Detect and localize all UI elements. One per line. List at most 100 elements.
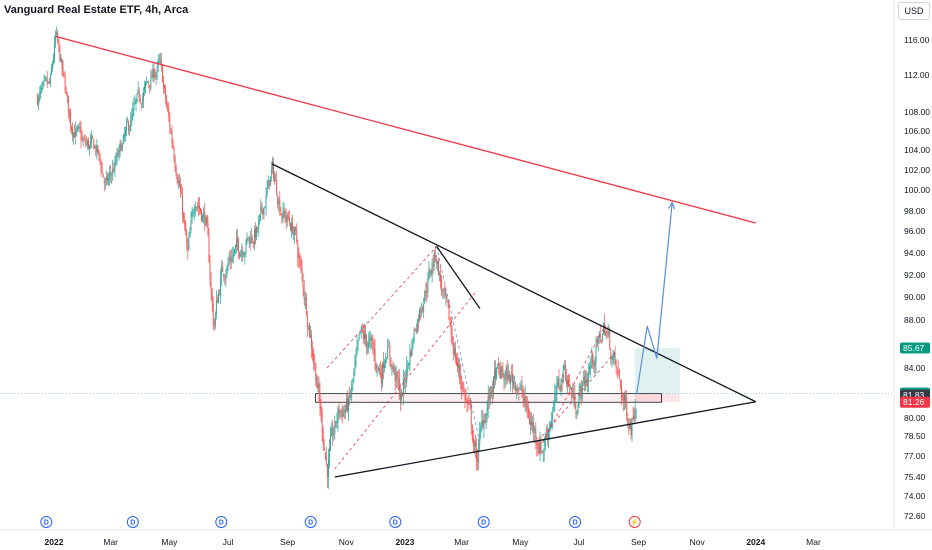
candle-body xyxy=(438,260,439,276)
candle-body xyxy=(205,216,207,227)
event-marker xyxy=(304,516,317,528)
candle-body xyxy=(462,388,464,389)
candle-body xyxy=(94,146,96,148)
channel-line xyxy=(542,325,606,443)
candle-body xyxy=(615,359,617,368)
channel-lines-group xyxy=(326,246,618,470)
candle-body xyxy=(241,251,243,254)
candle-body xyxy=(185,222,187,236)
candle-body xyxy=(85,143,87,144)
candle-body xyxy=(525,396,527,406)
candle-body xyxy=(160,59,162,66)
candle-body xyxy=(481,420,483,426)
candle-body xyxy=(321,412,323,431)
x-tick-label: 2022 xyxy=(45,537,64,547)
candle-body xyxy=(229,257,231,261)
candle-body xyxy=(37,95,39,105)
candle-body xyxy=(416,320,418,333)
candle-body xyxy=(581,381,583,398)
candle-body xyxy=(606,331,608,333)
candle-body xyxy=(554,393,556,405)
candle-body xyxy=(513,381,514,385)
candle-body xyxy=(405,380,407,382)
candle-body xyxy=(497,364,499,366)
currency-button[interactable]: USD xyxy=(898,2,930,20)
candle-body xyxy=(529,417,530,424)
candle-body xyxy=(165,89,167,99)
candle-body xyxy=(184,219,186,225)
x-tick-label: May xyxy=(512,537,529,547)
candle-body xyxy=(152,68,154,79)
candle-body xyxy=(312,349,314,357)
candle-body xyxy=(149,84,151,87)
candle-body xyxy=(270,169,272,175)
x-tick-label: Sep xyxy=(631,537,646,547)
candle-body xyxy=(298,256,300,260)
candle-body xyxy=(347,399,348,410)
candle-body xyxy=(286,215,288,223)
candle-body xyxy=(59,45,61,61)
candle-body xyxy=(228,259,230,261)
y-tick-label: 100.00 xyxy=(904,185,930,195)
candle-body xyxy=(130,120,132,131)
candle-body xyxy=(306,315,308,327)
candle-body xyxy=(104,181,106,183)
x-tick-label: Nov xyxy=(339,537,355,547)
candle-body xyxy=(425,291,427,293)
candle-body xyxy=(428,269,430,279)
candle-body xyxy=(212,303,214,326)
candle-body xyxy=(82,140,84,142)
candle-body xyxy=(424,290,426,303)
candle-body xyxy=(84,140,86,144)
candle-body xyxy=(99,154,101,160)
candle-body xyxy=(290,224,291,231)
candle-body xyxy=(531,420,532,425)
candle-body xyxy=(623,398,624,401)
candle-body xyxy=(186,235,188,244)
y-tick-label: 75.40 xyxy=(904,472,926,482)
projection-arrowhead xyxy=(667,201,676,210)
candle-body xyxy=(305,297,307,315)
candle-body xyxy=(201,210,202,220)
candle-body xyxy=(609,330,611,349)
candle-body xyxy=(410,350,412,356)
candle-body xyxy=(53,58,54,64)
candle-body xyxy=(187,245,189,250)
candle-body xyxy=(65,91,67,94)
event-label: D xyxy=(219,520,224,527)
x-tick-label: 2023 xyxy=(395,537,414,547)
candle-body xyxy=(587,379,588,382)
candle-body xyxy=(440,274,441,281)
candle-body xyxy=(443,289,445,291)
candle-body xyxy=(398,378,400,396)
candle-body xyxy=(469,402,471,406)
candle-body xyxy=(135,99,137,104)
candle-body xyxy=(614,352,616,360)
candle-body xyxy=(527,408,529,419)
candle-body xyxy=(337,407,339,424)
candle-body xyxy=(534,427,536,433)
candle-body xyxy=(426,290,428,293)
candle-body xyxy=(51,68,52,75)
candle-body xyxy=(215,300,217,314)
candle-body xyxy=(338,407,340,413)
channel-line xyxy=(542,349,618,437)
candle-body xyxy=(209,262,211,281)
candle-body xyxy=(430,272,432,275)
candle-body xyxy=(47,81,49,83)
candle-body xyxy=(406,366,408,383)
candle-body xyxy=(331,427,333,437)
candle-body xyxy=(368,342,370,350)
candle-body xyxy=(634,410,636,420)
candle-body xyxy=(477,459,478,461)
candle-body xyxy=(589,366,591,372)
candle-body xyxy=(238,240,239,252)
candle-body xyxy=(389,346,391,357)
candle-body xyxy=(465,398,467,400)
candle-body xyxy=(105,176,107,181)
candle-body xyxy=(563,365,565,369)
candle-body xyxy=(227,262,229,267)
candle-body xyxy=(449,319,451,327)
candle-body xyxy=(219,293,220,295)
